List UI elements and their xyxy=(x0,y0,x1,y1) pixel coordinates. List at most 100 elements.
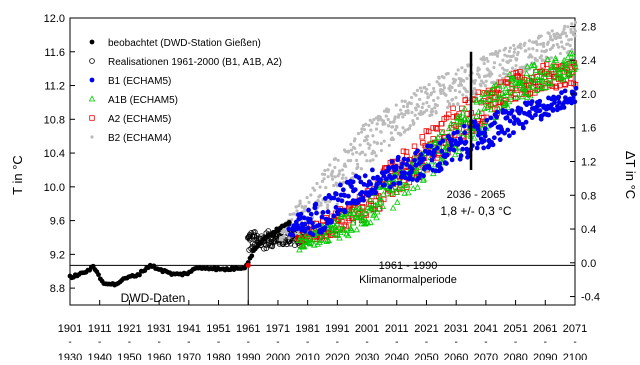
series-point xyxy=(310,220,315,226)
series-point xyxy=(349,184,354,190)
series-point xyxy=(457,115,465,122)
series-point xyxy=(523,41,527,45)
series-point xyxy=(512,50,516,54)
series-point xyxy=(425,92,429,96)
series-point xyxy=(410,95,414,100)
series-point xyxy=(335,211,341,217)
series-point xyxy=(457,140,463,145)
series-point xyxy=(572,26,576,30)
series-point xyxy=(455,147,463,154)
series-point xyxy=(367,146,371,150)
series-point xyxy=(438,129,446,136)
series-point xyxy=(374,208,381,215)
series-point xyxy=(464,146,470,152)
series-point xyxy=(376,193,384,200)
series-point xyxy=(511,114,517,120)
series-point xyxy=(461,93,465,97)
series-point xyxy=(451,102,456,106)
series-point xyxy=(558,73,566,80)
series-point xyxy=(498,63,502,67)
x-tick-label: 1951 xyxy=(206,323,230,335)
series-point xyxy=(330,174,334,178)
series-point xyxy=(522,90,530,97)
series-point xyxy=(538,116,544,122)
series-point xyxy=(506,70,513,77)
series-point xyxy=(435,103,439,108)
series-point xyxy=(301,233,309,240)
series-point xyxy=(560,102,566,107)
series-point xyxy=(426,128,432,135)
series-point xyxy=(495,54,500,58)
series-point xyxy=(572,99,578,105)
series-point xyxy=(473,98,480,105)
series-point xyxy=(477,97,485,104)
series-point xyxy=(505,98,513,105)
series-point xyxy=(507,49,511,53)
series-point xyxy=(493,52,497,56)
series-point xyxy=(307,200,311,204)
y-tick-label-left: 11.6 xyxy=(44,47,65,59)
series-point xyxy=(328,229,336,236)
series-point xyxy=(553,34,557,38)
series-point xyxy=(559,40,564,44)
series-point xyxy=(511,130,516,136)
x-tick-label-second-row: 2050 xyxy=(414,352,438,360)
series-point xyxy=(373,214,380,221)
x-tick-separator: - xyxy=(98,337,101,348)
series-point xyxy=(340,187,346,193)
series-point xyxy=(490,82,497,89)
series-point xyxy=(549,56,554,60)
series-point xyxy=(393,128,398,132)
observed-point xyxy=(96,272,101,278)
series-point xyxy=(444,152,450,158)
series-point xyxy=(437,76,441,80)
series-point xyxy=(407,126,412,130)
series-point xyxy=(324,186,328,190)
series-point xyxy=(546,40,550,44)
series-point xyxy=(477,67,481,71)
series-point xyxy=(356,165,360,169)
series-point xyxy=(492,61,497,65)
series-point xyxy=(482,133,488,139)
series-point xyxy=(310,232,316,237)
series-point xyxy=(429,157,435,163)
series-point xyxy=(368,159,372,163)
series-point xyxy=(421,102,425,106)
series-point xyxy=(328,200,332,204)
series-point xyxy=(386,117,390,122)
series-point xyxy=(484,103,491,110)
series-point xyxy=(422,110,427,114)
series-point xyxy=(414,108,418,112)
series-point xyxy=(568,69,576,76)
series-point xyxy=(510,66,515,70)
y-tick-label-left: 8.8 xyxy=(50,283,65,295)
legend-marker xyxy=(89,58,95,64)
series-point xyxy=(460,146,466,152)
series-point xyxy=(401,126,405,130)
series-point xyxy=(420,105,424,110)
series-point xyxy=(517,68,523,75)
series-point xyxy=(523,69,527,73)
series-point xyxy=(482,61,486,66)
series-point xyxy=(504,104,512,111)
series-point xyxy=(524,49,528,53)
series-point xyxy=(311,224,316,230)
series-point xyxy=(391,181,397,187)
series-point xyxy=(379,148,383,153)
series-point xyxy=(430,125,436,131)
series-point xyxy=(391,137,395,142)
reference-point xyxy=(245,262,251,268)
series-point xyxy=(505,88,512,95)
series-point xyxy=(480,118,488,125)
series-point xyxy=(330,177,335,181)
series-point xyxy=(571,60,579,67)
series-point xyxy=(432,98,436,102)
series-point xyxy=(540,77,547,84)
x-tick-label: 1991 xyxy=(325,323,349,335)
series-point xyxy=(523,119,529,125)
series-point xyxy=(318,185,322,189)
series-point xyxy=(482,126,488,132)
y-tick-label-right: 2.4 xyxy=(581,55,596,67)
series-point xyxy=(494,114,500,120)
